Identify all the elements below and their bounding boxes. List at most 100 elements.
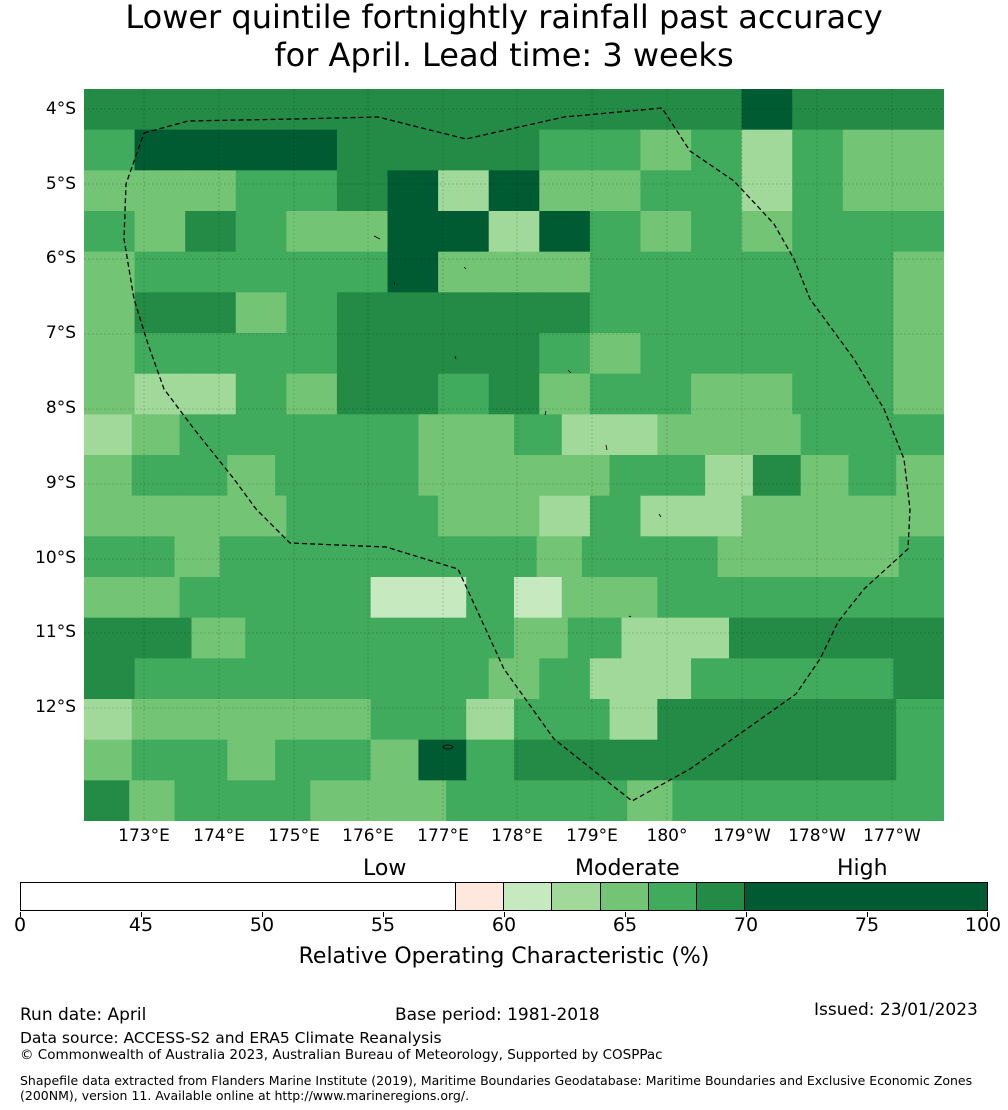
grid-cell [400,536,447,578]
lat-label: 10°S [35,548,76,568]
grid-cell [265,536,311,578]
grid-cell [235,129,287,171]
grid-cell [336,658,389,700]
issued-date: Issued: 23/01/2023 [814,1000,978,1020]
grid-cell [589,333,642,375]
grid-cell [640,292,692,334]
grid-cell [842,251,895,293]
grid-cell [227,414,276,456]
title-line-1: Lower quintile fortnightly rainfall past… [125,0,883,36]
grid-cell [539,333,591,375]
grid-cell [792,292,844,334]
title-line-2: for April. Lead time: 3 weeks [274,36,734,74]
copyright: © Commonwealth of Australia 2023, Austra… [20,1047,663,1063]
grid-cell [792,170,844,212]
grid-cell [752,577,802,619]
lat-label: 5°S [45,174,76,194]
grid-cell [842,658,895,700]
grid-cell [792,251,844,293]
grid-cell [705,577,754,619]
grid-cell [842,495,895,537]
lat-label: 6°S [45,248,76,268]
grid-cell [446,536,492,578]
grid-cell [438,89,490,131]
grid-cell [752,739,802,781]
grid-cell [741,211,793,253]
grid-cell [438,373,490,415]
grid-cell [219,536,266,578]
grid-cell [842,170,895,212]
grid-cell [741,333,793,375]
grid-cell [336,211,389,253]
grid-cell [370,699,420,741]
grid-cell [752,455,802,497]
grid-cell [589,89,642,131]
grid-cell [286,211,338,253]
base-period: Base period: 1981-2018 [395,1005,600,1025]
grid-cell [286,251,338,293]
grid-cell [561,577,611,619]
tick-label: 100 [964,914,1002,936]
grid-cell [235,170,287,212]
colorbar [20,882,988,911]
grid-cell [640,89,692,131]
tick-label: 55 [370,914,396,936]
colorbar-segment [552,883,601,910]
grid-cell [488,658,540,700]
grid-cell [286,89,338,131]
lat-label: 12°S [35,697,76,717]
grid-cell [627,536,674,578]
grid-cell [640,658,692,700]
grid-cell [418,414,467,456]
grid-cell [336,251,389,293]
grid-cell [536,780,583,821]
grid-cell [640,373,692,415]
grid-cell [853,536,900,578]
grid-cell [848,577,897,619]
grid-cell [705,455,754,497]
lon-label: 177°E [417,826,469,846]
grid-cell [134,495,186,537]
category-moderate: Moderate [575,856,680,881]
grid-cell [286,170,338,212]
grid-cell [275,414,324,456]
tick-label: 75 [854,914,880,936]
grid-cell [640,129,692,171]
grid-cell [561,455,611,497]
grid-cell [589,129,642,171]
tick-label: 50 [249,914,275,936]
tick-mark [20,912,21,917]
grid-cell [235,211,287,253]
grid-cell [227,699,276,741]
grid-cell [657,699,706,741]
grid-cell [800,414,850,456]
grid-cell [179,577,228,619]
grid-cell [896,739,944,781]
lat-label: 7°S [45,323,76,343]
grid-cell [275,577,324,619]
grid-cell [539,89,591,131]
grid-cell [418,739,467,781]
grid-cell [131,455,181,497]
grid-cell [848,699,897,741]
colorbar-segment [600,883,649,910]
grid-cell [848,414,897,456]
grid-cell [310,780,357,821]
lon-label: 175°E [268,826,320,846]
grid-cell [191,617,246,659]
grid-cell [131,577,181,619]
grid-cell [185,211,237,253]
rainfall-accuracy-map [84,89,944,821]
grid-cell [352,617,408,659]
grid-cell [370,414,420,456]
grid-cell [800,699,850,741]
grid-cell [691,658,743,700]
grid-cell [438,129,490,171]
grid-cell [134,211,186,253]
grid-cell [691,211,743,253]
grid-cell [893,658,944,700]
grid-cell [131,739,181,781]
grid-cell [84,780,130,821]
colorbar-segment [697,883,746,910]
grid-cell [84,577,133,619]
